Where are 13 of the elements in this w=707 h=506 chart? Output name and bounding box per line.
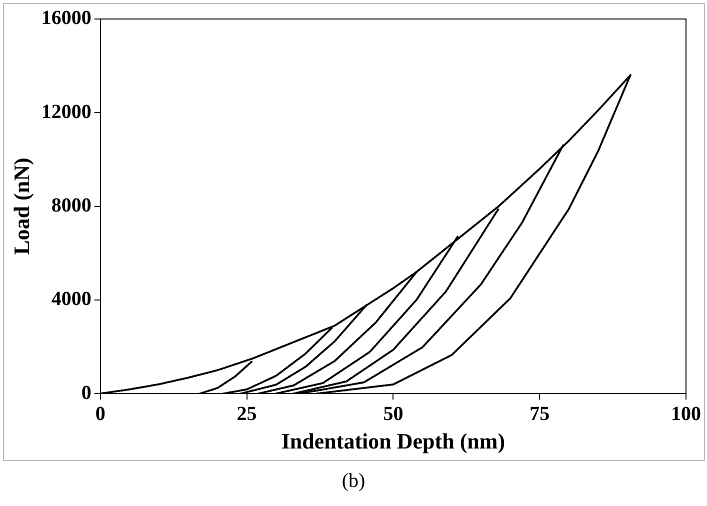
text: (b) bbox=[340, 470, 366, 493]
x-tick-label: 75 bbox=[530, 402, 550, 425]
y-tick-label: 16000 bbox=[41, 7, 92, 30]
x-axis-title: Indentation Depth (nm) bbox=[281, 428, 506, 454]
y-axis-title: Load (nN) bbox=[8, 158, 34, 255]
x-tick-label: 25 bbox=[236, 402, 257, 425]
x-tick-label: 50 bbox=[383, 402, 404, 425]
x-tick-label: 100 bbox=[671, 402, 701, 425]
x-tick-label: 0 bbox=[95, 402, 106, 425]
y-tick-label: 0 bbox=[81, 382, 92, 404]
y-tick-label: 4000 bbox=[51, 288, 92, 310]
y-tick-label: 8000 bbox=[51, 194, 92, 216]
y-tick-label: 12000 bbox=[41, 100, 92, 123]
